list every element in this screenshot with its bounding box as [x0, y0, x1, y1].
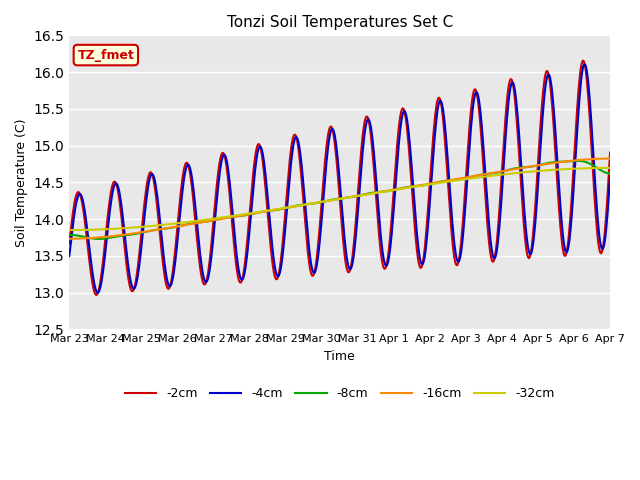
-2cm	[93, 292, 100, 298]
-32cm	[421, 182, 429, 188]
-2cm	[186, 172, 194, 178]
-16cm	[421, 181, 429, 187]
Line: -8cm: -8cm	[69, 161, 610, 239]
Line: -2cm: -2cm	[69, 60, 610, 295]
-4cm	[606, 173, 614, 179]
-8cm	[95, 236, 102, 242]
-8cm	[422, 182, 429, 188]
-32cm	[65, 227, 73, 233]
-4cm	[132, 284, 140, 289]
-4cm	[65, 253, 73, 259]
-8cm	[65, 232, 73, 238]
-8cm	[132, 231, 140, 237]
-2cm	[65, 241, 73, 247]
-32cm	[405, 185, 413, 191]
-2cm	[132, 280, 140, 286]
-2cm	[76, 190, 83, 195]
-16cm	[214, 216, 222, 222]
-2cm	[606, 150, 614, 156]
-32cm	[214, 215, 222, 221]
X-axis label: Time: Time	[324, 350, 355, 363]
-4cm	[580, 61, 588, 67]
-16cm	[131, 230, 139, 236]
Legend: -2cm, -4cm, -8cm, -16cm, -32cm: -2cm, -4cm, -8cm, -16cm, -32cm	[120, 383, 559, 406]
-8cm	[606, 170, 614, 176]
-32cm	[186, 219, 193, 225]
Text: TZ_fmet: TZ_fmet	[77, 48, 134, 61]
-2cm	[406, 160, 414, 166]
Line: -4cm: -4cm	[69, 64, 610, 293]
Y-axis label: Soil Temperature (C): Soil Temperature (C)	[15, 118, 28, 247]
-32cm	[76, 227, 83, 233]
-8cm	[574, 158, 582, 164]
-4cm	[215, 176, 223, 182]
-2cm	[579, 58, 587, 63]
-8cm	[76, 233, 83, 239]
-2cm	[215, 164, 223, 169]
Line: -16cm: -16cm	[69, 158, 610, 239]
-16cm	[606, 156, 614, 161]
-32cm	[131, 225, 139, 230]
-4cm	[76, 192, 83, 197]
-32cm	[606, 165, 614, 171]
-16cm	[65, 236, 73, 241]
-4cm	[186, 167, 194, 172]
-16cm	[76, 236, 83, 241]
-8cm	[215, 216, 223, 222]
Line: -32cm: -32cm	[69, 168, 610, 230]
Title: Tonzi Soil Temperatures Set C: Tonzi Soil Temperatures Set C	[227, 15, 453, 30]
-4cm	[406, 143, 414, 149]
-8cm	[186, 221, 194, 227]
-8cm	[406, 184, 414, 190]
-16cm	[405, 184, 413, 190]
-4cm	[422, 246, 429, 252]
-4cm	[94, 290, 102, 296]
-2cm	[422, 234, 429, 240]
-16cm	[186, 221, 193, 227]
